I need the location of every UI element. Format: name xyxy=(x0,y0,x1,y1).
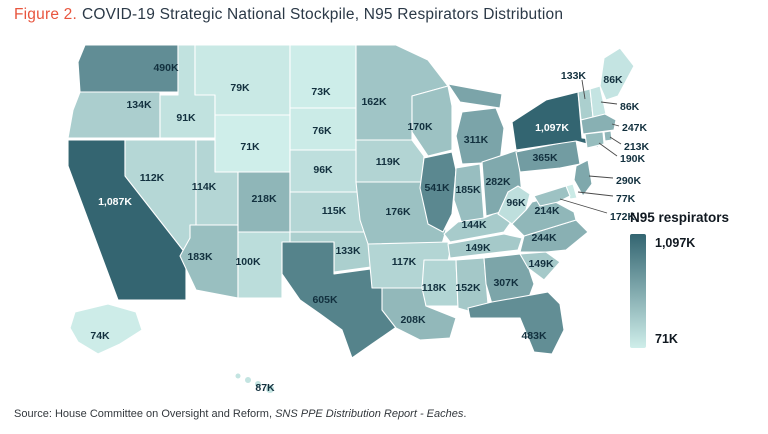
state-shape-WI xyxy=(411,85,453,157)
state-label-OR: 134K xyxy=(126,99,152,111)
state-label-IN: 185K xyxy=(455,184,481,196)
leader-line-MD xyxy=(559,198,608,214)
state-label-NH: 86K xyxy=(620,101,640,113)
state-shape-HI xyxy=(245,377,251,383)
state-label-HI: 87K xyxy=(255,382,275,394)
state-label-KS: 115K xyxy=(322,205,347,217)
state-label-OH: 282K xyxy=(485,176,511,188)
state-shape-VA xyxy=(511,197,577,237)
state-shape-CT xyxy=(584,131,605,149)
figure-title: Figure 2. COVID-19 Strategic National Sto… xyxy=(14,6,563,24)
state-label-IL: 541K xyxy=(424,182,450,194)
figure-title-text: COVID-19 Strategic National Stockpile, N… xyxy=(81,6,564,23)
state-label-WA: 490K xyxy=(153,62,179,74)
state-label-IA: 119K xyxy=(376,156,401,168)
state-label-MI: 311K xyxy=(464,134,489,146)
state-label-KY: 144K xyxy=(461,219,487,231)
state-label-ND: 73K xyxy=(311,86,331,98)
state-label-RI: 213K xyxy=(624,141,650,153)
state-label-NM: 100K xyxy=(235,256,261,268)
legend-title: N95 respirators xyxy=(630,210,730,225)
state-label-FL: 483K xyxy=(521,330,547,342)
state-shape-MD xyxy=(533,185,571,207)
state-label-SC: 149K xyxy=(528,258,554,270)
state-label-CT: 190K xyxy=(620,153,646,165)
state-shape-MI xyxy=(447,83,503,109)
source-note: Source: House Committee on Oversight and… xyxy=(14,408,466,420)
state-label-AK: 74K xyxy=(90,330,110,342)
state-label-CA: 1,087K xyxy=(98,196,132,208)
state-label-AR: 117K xyxy=(392,256,417,268)
state-shape-NY xyxy=(511,91,601,151)
state-label-NJ: 290K xyxy=(616,175,642,187)
state-shape-HI xyxy=(235,373,241,379)
state-label-OK: 133K xyxy=(335,245,361,257)
state-label-PA: 365K xyxy=(532,152,558,164)
state-value-labels: 490K 134K 1,087K 91K 112K 114K 183K 79K 71K 218K 1… xyxy=(90,62,649,394)
state-shape-NJ xyxy=(573,159,593,197)
state-label-VT: 133K xyxy=(561,70,587,82)
legend-min-label: 71K xyxy=(655,332,678,346)
state-label-NE: 96K xyxy=(313,164,333,176)
legend-scale: 1,097K 71K xyxy=(655,234,695,348)
state-label-MO: 176K xyxy=(385,206,411,218)
state-label-TX: 605K xyxy=(312,294,338,306)
figure-number: Figure 2. xyxy=(14,6,77,23)
state-label-AZ: 183K xyxy=(187,251,213,263)
state-label-WI: 170K xyxy=(407,121,433,133)
state-label-MA: 247K xyxy=(622,122,648,134)
state-label-WV: 96K xyxy=(506,197,526,209)
legend-max-label: 1,097K xyxy=(655,236,696,250)
leader-line-CT xyxy=(598,142,618,157)
state-label-ID: 91K xyxy=(176,112,196,124)
state-shape-FL xyxy=(467,291,565,355)
leader-line-DE xyxy=(577,191,614,197)
leader-line-NH xyxy=(600,101,618,105)
state-label-UT: 114K xyxy=(192,181,217,193)
state-label-CO: 218K xyxy=(251,193,277,205)
state-label-ME: 86K xyxy=(603,74,623,86)
source-prefix: Source: House Committee on Oversight and… xyxy=(14,408,276,420)
leader-line-VT xyxy=(581,79,586,100)
state-label-MT: 79K xyxy=(230,82,250,94)
state-shape-RI xyxy=(603,130,613,142)
leader-line-NJ xyxy=(588,175,614,179)
state-label-TN: 149K xyxy=(465,242,491,254)
legend-body: 1,097K 71K xyxy=(630,234,766,348)
callout-leader-lines xyxy=(559,79,622,214)
state-shape-MS xyxy=(421,259,459,307)
state-label-GA: 307K xyxy=(493,277,519,289)
state-label-LA: 208K xyxy=(400,314,426,326)
state-label-NY: 1,097K xyxy=(535,122,569,134)
state-shape-TX xyxy=(281,241,399,359)
state-shape-TN xyxy=(447,233,523,259)
legend: N95 respirators 1,097K 71K xyxy=(630,210,766,348)
state-shape-ND xyxy=(289,44,357,109)
state-label-NV: 112K xyxy=(140,172,165,184)
state-shape-HI xyxy=(255,381,261,387)
leader-line-MA xyxy=(611,123,620,127)
state-label-MS: 118K xyxy=(422,282,447,294)
state-shape-HI xyxy=(266,385,274,393)
state-label-NC: 244K xyxy=(531,232,557,244)
source-report-name: SNS PPE Distribution Report - Eaches xyxy=(275,408,464,420)
state-label-VA: 214K xyxy=(534,205,560,217)
leader-line-RI xyxy=(609,136,622,145)
state-label-AL: 152K xyxy=(455,282,481,294)
state-shape-AK xyxy=(69,303,143,355)
legend-gradient-bar xyxy=(630,234,646,348)
state-shapes xyxy=(67,44,635,393)
state-label-MD: 172K xyxy=(610,211,636,223)
state-label-DE: 77K xyxy=(616,193,636,205)
state-label-MN: 162K xyxy=(361,96,387,108)
state-label-SD: 76K xyxy=(312,125,332,137)
state-shape-IL xyxy=(419,151,457,233)
source-suffix: . xyxy=(463,408,467,420)
state-shape-ME xyxy=(599,47,635,101)
state-label-WY: 71K xyxy=(240,141,260,153)
state-shape-OR xyxy=(67,91,161,139)
